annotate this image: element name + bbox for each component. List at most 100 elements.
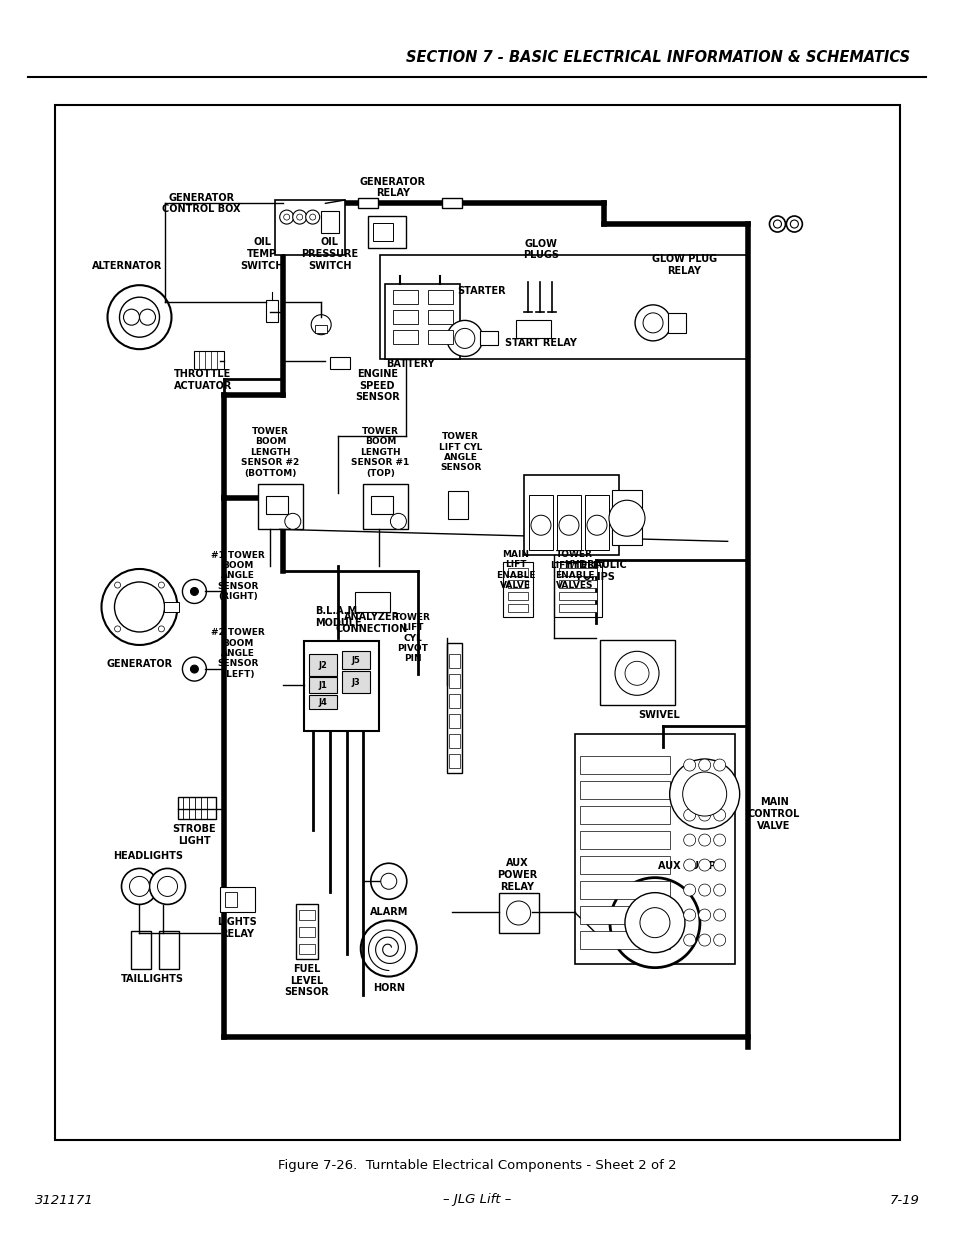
Text: HEADLIGHTS: HEADLIGHTS: [112, 851, 183, 861]
Circle shape: [713, 934, 725, 946]
Circle shape: [285, 514, 300, 530]
Circle shape: [698, 884, 710, 897]
Bar: [449, 653, 459, 668]
Bar: [667, 312, 685, 333]
Bar: [131, 931, 151, 969]
Text: J4: J4: [318, 698, 328, 706]
Text: OIL
TEMP
SWITCH: OIL TEMP SWITCH: [240, 237, 283, 270]
Bar: [427, 310, 452, 324]
Bar: [330, 357, 349, 369]
Bar: [448, 492, 467, 519]
Circle shape: [182, 579, 206, 604]
Circle shape: [773, 220, 781, 228]
Circle shape: [698, 760, 710, 771]
Bar: [342, 671, 370, 693]
Bar: [320, 211, 338, 233]
Bar: [427, 330, 452, 343]
Circle shape: [371, 863, 406, 899]
Bar: [449, 734, 459, 747]
Bar: [298, 944, 314, 953]
Text: SECTION 7 - BASIC ELECTRICAL INFORMATION & SCHEMATICS: SECTION 7 - BASIC ELECTRICAL INFORMATION…: [405, 49, 909, 64]
Text: #1 TOWER
BOOM
ANGLE
SENSOR
(RIGHT): #1 TOWER BOOM ANGLE SENSOR (RIGHT): [212, 551, 265, 601]
Circle shape: [713, 834, 725, 846]
Bar: [304, 641, 379, 731]
Text: AUX PUMP: AUX PUMP: [658, 861, 715, 871]
Circle shape: [608, 500, 644, 536]
Circle shape: [283, 214, 290, 220]
Text: J1: J1: [318, 680, 328, 689]
Bar: [599, 640, 675, 705]
Bar: [392, 310, 417, 324]
Bar: [523, 475, 618, 556]
Text: GENERATOR
RELAY: GENERATOR RELAY: [359, 177, 426, 198]
Circle shape: [698, 809, 710, 821]
Circle shape: [713, 884, 725, 897]
Circle shape: [683, 909, 695, 921]
Circle shape: [682, 772, 726, 816]
Circle shape: [114, 582, 164, 632]
Circle shape: [119, 298, 159, 337]
Circle shape: [785, 216, 801, 232]
Circle shape: [698, 834, 710, 846]
Text: FUEL
LEVEL
SENSOR: FUEL LEVEL SENSOR: [284, 965, 329, 997]
Bar: [507, 593, 527, 600]
Bar: [558, 604, 596, 613]
Bar: [579, 906, 669, 924]
Bar: [553, 562, 601, 618]
Bar: [449, 673, 459, 688]
Bar: [159, 931, 179, 969]
Text: GENERATOR
CONTROL BOX: GENERATOR CONTROL BOX: [162, 193, 241, 214]
Circle shape: [311, 315, 331, 335]
Bar: [558, 568, 596, 577]
Bar: [528, 495, 553, 551]
Circle shape: [609, 878, 700, 968]
Bar: [441, 199, 461, 209]
Circle shape: [683, 884, 695, 897]
Bar: [309, 695, 337, 709]
Bar: [363, 484, 408, 530]
Text: ENGINE
SPEED
SENSOR: ENGINE SPEED SENSOR: [355, 369, 399, 403]
Circle shape: [698, 860, 710, 871]
Text: STROBE
LIGHT: STROBE LIGHT: [172, 824, 216, 846]
Bar: [502, 562, 533, 618]
Circle shape: [506, 902, 530, 925]
Bar: [507, 604, 527, 613]
Bar: [342, 651, 370, 669]
Text: GLOW
PLUGS: GLOW PLUGS: [522, 238, 558, 261]
Circle shape: [639, 908, 669, 937]
Text: GENERATOR: GENERATOR: [107, 658, 172, 668]
Circle shape: [114, 626, 120, 632]
Circle shape: [150, 868, 185, 904]
Bar: [515, 320, 550, 338]
Circle shape: [182, 657, 206, 680]
Circle shape: [586, 515, 606, 535]
Circle shape: [683, 784, 695, 797]
Circle shape: [101, 569, 177, 645]
Text: TOWER
LIFT CYL
ANGLE
SENSOR: TOWER LIFT CYL ANGLE SENSOR: [438, 432, 482, 473]
Bar: [558, 593, 596, 600]
Circle shape: [698, 784, 710, 797]
Circle shape: [293, 210, 306, 224]
Text: TOWER
BOOM
LENGTH
SENSOR #1
(TOP): TOWER BOOM LENGTH SENSOR #1 (TOP): [351, 427, 409, 478]
Bar: [194, 351, 224, 369]
Circle shape: [296, 214, 302, 220]
Text: TOWER
LIFT
CYL
PIVOT
PIN: TOWER LIFT CYL PIVOT PIN: [394, 613, 431, 663]
Circle shape: [310, 214, 315, 220]
Bar: [373, 222, 393, 241]
Circle shape: [713, 760, 725, 771]
Bar: [309, 655, 337, 677]
Circle shape: [191, 666, 198, 673]
Text: #2 TOWER
BOOM
ANGLE
SENSOR
(LEFT): #2 TOWER BOOM ANGLE SENSOR (LEFT): [212, 629, 265, 679]
Bar: [219, 887, 254, 913]
Bar: [384, 284, 459, 358]
Text: B.L.A.M.
MODULE: B.L.A.M. MODULE: [314, 606, 361, 627]
Bar: [274, 200, 344, 256]
Bar: [55, 105, 899, 1140]
Bar: [449, 714, 459, 727]
Bar: [579, 806, 669, 824]
Circle shape: [380, 873, 396, 889]
Text: 7-19: 7-19: [889, 1193, 919, 1207]
Circle shape: [713, 784, 725, 797]
Text: Figure 7-26.  Turntable Electrical Components - Sheet 2 of 2: Figure 7-26. Turntable Electrical Compon…: [277, 1158, 676, 1172]
Bar: [579, 781, 669, 799]
